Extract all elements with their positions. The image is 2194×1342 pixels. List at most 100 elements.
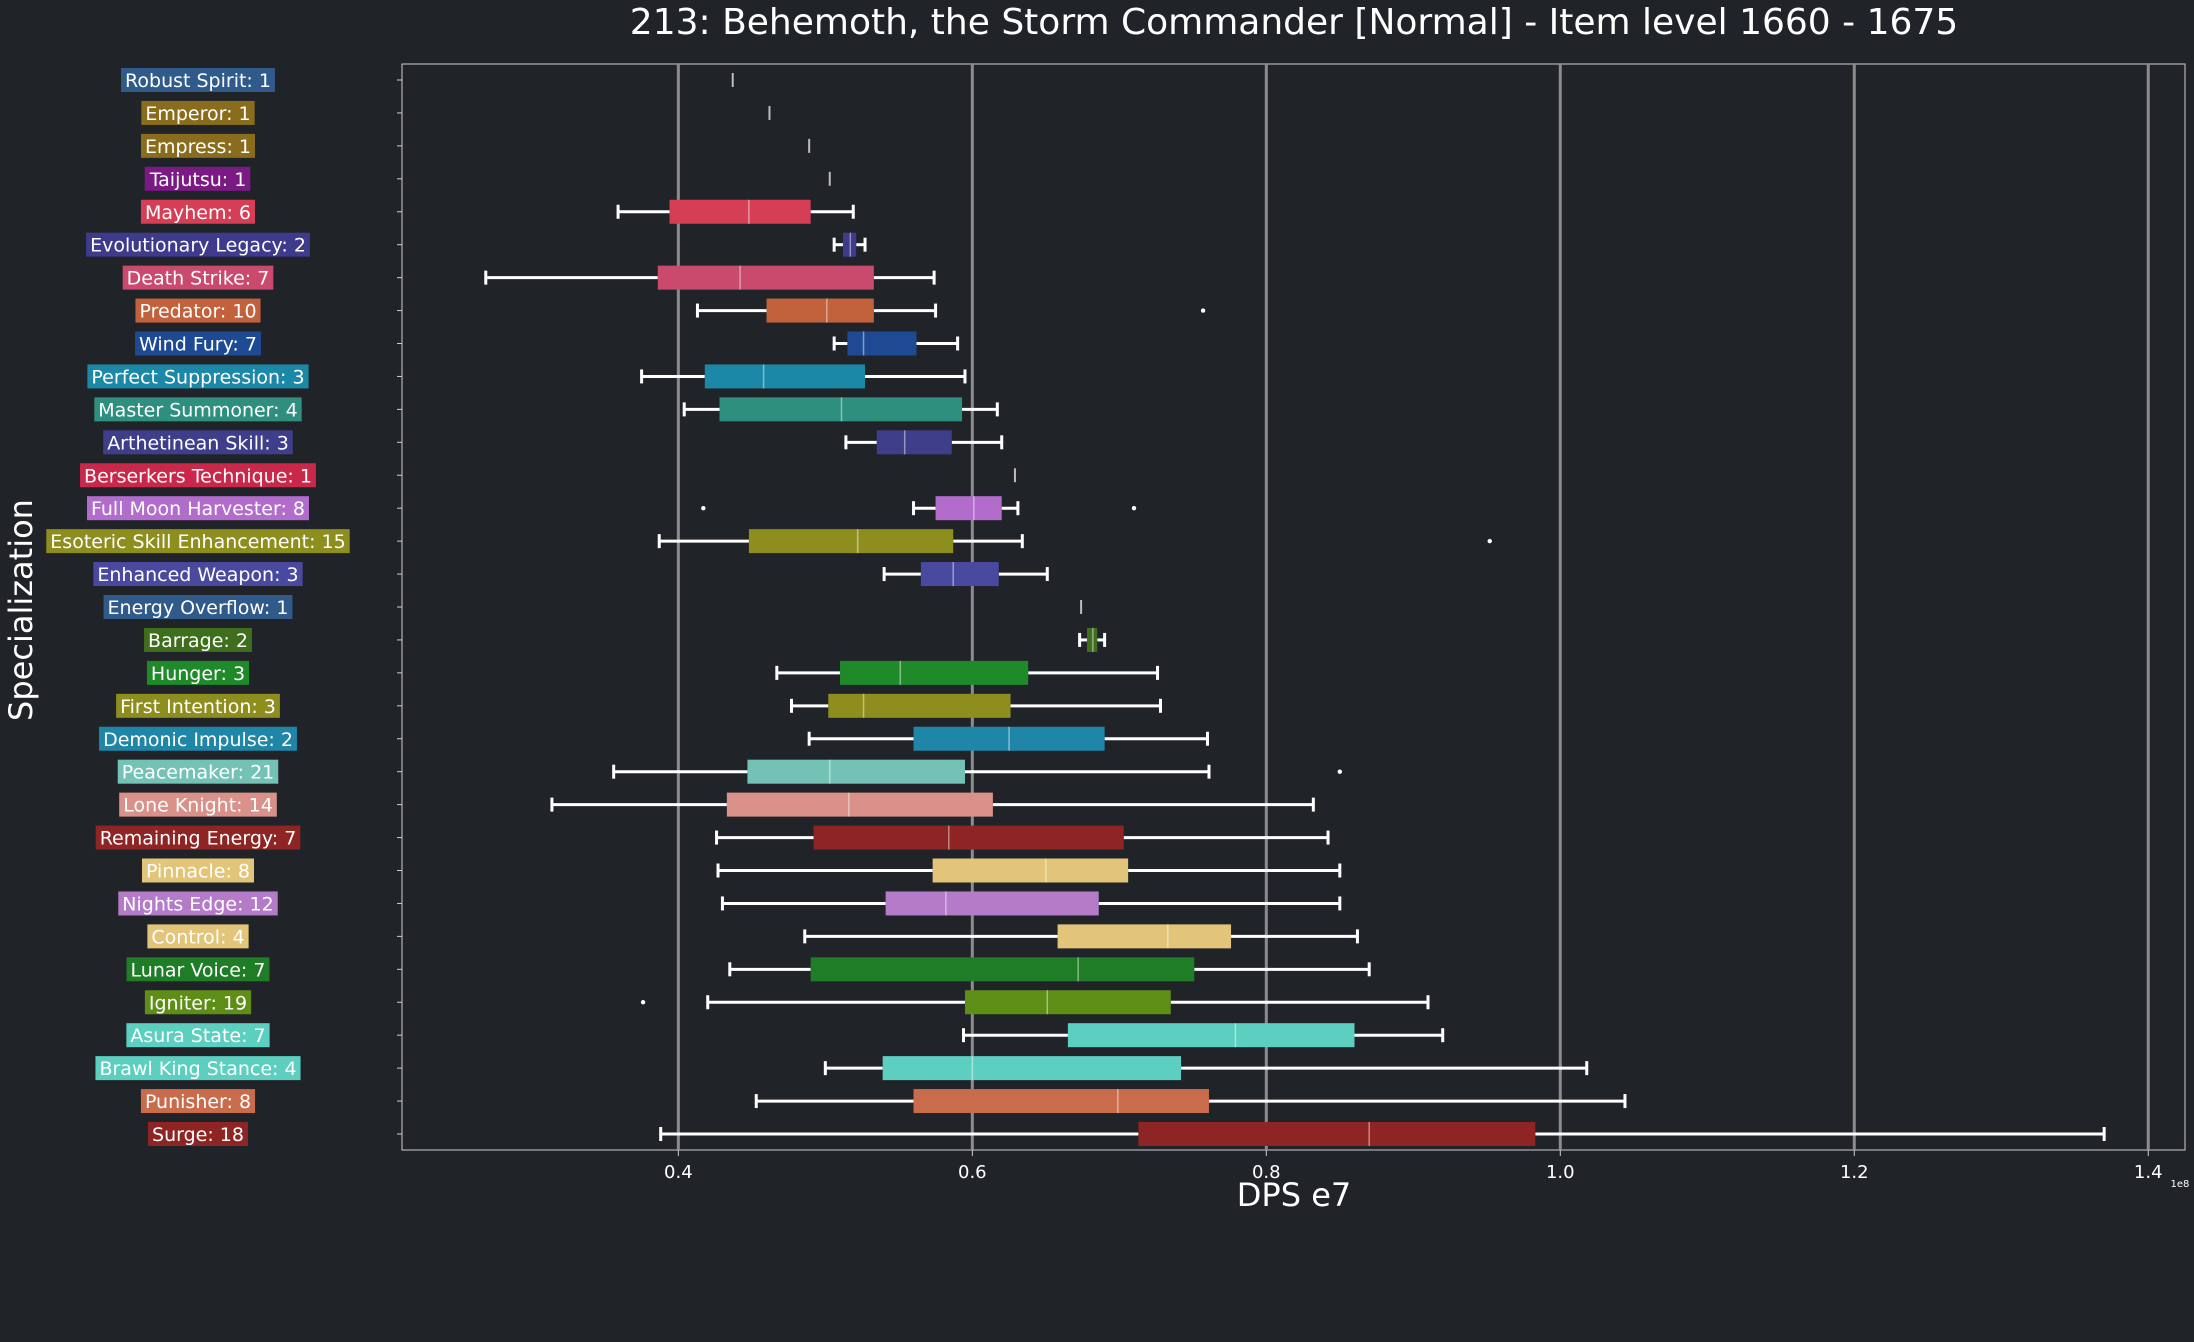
box <box>657 265 874 290</box>
y-tick-label-group: Demonic Impulse: 2 <box>99 726 297 751</box>
y-tick-label-bg <box>117 759 279 784</box>
y-tick-label-bg <box>94 397 302 422</box>
y-tick-label-bg <box>144 166 251 191</box>
y-tick-label: Lunar Voice: 7 <box>131 959 266 981</box>
box-item <box>754 1089 1627 1114</box>
y-tick-label-group: Punisher: 8 <box>140 1089 256 1114</box>
y-tick-label-bg <box>87 364 309 389</box>
box-item <box>1078 627 1107 652</box>
box-item <box>484 265 936 290</box>
y-tick-label-bg <box>140 199 256 224</box>
y-tick-label: Energy Overflow: 1 <box>108 597 289 619</box>
y-tick-label-group: Asura State: 7 <box>126 1023 270 1048</box>
x-tick-label: 0.6 <box>958 1162 987 1183</box>
y-tick-label: Brawl King Stance: 4 <box>99 1058 296 1080</box>
y-tick-label-bg <box>86 232 310 257</box>
y-tick-label: Death Strike: 7 <box>127 268 270 290</box>
y-axis-labels: Robust Spirit: 1 Emperor: 1 Empress: 1 Taij… <box>46 68 402 1146</box>
x-tick-label: 0.4 <box>664 1162 693 1183</box>
y-tick-label-group: Enhanced Weapon: 3 <box>93 562 303 587</box>
y-tick-label: Esoteric Skill Enhancement: 15 <box>50 531 345 553</box>
y-tick-label-bg <box>118 891 278 916</box>
outlier-point <box>1487 538 1492 544</box>
box <box>842 232 857 257</box>
box <box>813 825 1124 850</box>
y-tick-label-group: Surge: 18 <box>148 1122 248 1146</box>
box-item <box>695 298 1206 323</box>
box-item <box>775 660 1160 685</box>
box-item <box>720 891 1342 916</box>
box <box>847 331 917 356</box>
y-tick-label-group: Nights Edge: 12 <box>118 891 278 916</box>
box-item <box>790 693 1162 718</box>
y-tick-label-group: Brawl King Stance: 4 <box>95 1056 301 1081</box>
y-tick-label-group: Control: 4 <box>147 924 249 949</box>
grid-lines <box>676 64 2150 1150</box>
y-tick-label-bg <box>121 68 275 92</box>
y-tick-label-bg <box>135 298 261 323</box>
y-tick-label-group: Emperor: 1 <box>141 100 255 125</box>
box <box>719 397 963 422</box>
box-item <box>962 1023 1445 1048</box>
y-tick-label: Remaining Energy: 7 <box>100 828 297 850</box>
y-tick-label: Barrage: 2 <box>148 630 248 652</box>
box <box>913 1089 1209 1114</box>
box-item <box>807 726 1210 751</box>
y-tick-label: Hunger: 3 <box>151 663 245 685</box>
y-tick-label-group: Remaining Energy: 7 <box>95 825 301 850</box>
outlier-point <box>1131 505 1137 511</box>
y-tick-label-bg <box>144 990 252 1015</box>
box-item <box>612 759 1343 784</box>
y-tick-label: Emperor: 1 <box>145 103 250 125</box>
y-tick-label-group: Energy Overflow: 1 <box>103 595 293 619</box>
y-tick-label: First Intention: 3 <box>120 696 276 718</box>
y-tick-label: Mayhem: 6 <box>145 202 251 224</box>
y-tick-label-group: Arthetinean Skill: 3 <box>103 430 293 455</box>
box <box>828 693 1011 718</box>
y-tick-label: Enhanced Weapon: 3 <box>97 564 298 586</box>
x-tick-label: 1.2 <box>1840 1162 1869 1183</box>
x-tick-label: 1.4 <box>2134 1162 2163 1183</box>
y-tick-label: Peacemaker: 21 <box>122 762 275 784</box>
y-tick-label-group: Hunger: 3 <box>146 660 250 685</box>
y-axis-label: Specialization <box>2 499 40 721</box>
y-tick-label-bg <box>95 1056 301 1081</box>
box-item <box>728 957 1371 982</box>
box <box>810 957 1195 982</box>
y-tick-label-bg <box>116 693 280 718</box>
plot-area <box>401 63 2186 1151</box>
box-item <box>832 232 867 257</box>
y-tick-label-group: Mayhem: 6 <box>140 199 256 224</box>
y-tick-label: Surge: 18 <box>152 1124 244 1146</box>
y-tick-label: Asura State: 7 <box>130 1025 265 1047</box>
y-tick-label-bg <box>99 726 297 751</box>
box-series <box>484 73 2106 1146</box>
y-tick-label-group: Wind Fury: 7 <box>135 331 261 356</box>
y-tick-label: Evolutionary Legacy: 2 <box>90 235 306 257</box>
box <box>1086 627 1098 652</box>
outlier-point <box>701 505 706 511</box>
y-tick-label-group: Esoteric Skill Enhancement: 15 <box>46 529 350 554</box>
y-tick-label-bg <box>147 924 249 949</box>
box <box>704 364 866 389</box>
outlier-point <box>640 1000 646 1005</box>
box <box>726 792 993 817</box>
box-item <box>682 397 999 422</box>
box-item <box>823 1056 1589 1081</box>
box <box>935 496 1002 521</box>
y-tick-label: Robust Spirit: 1 <box>125 70 271 92</box>
y-tick-label-bg <box>148 1122 248 1146</box>
y-tick-label: Pinnacle: 8 <box>146 861 250 883</box>
y-tick-label-group: Robust Spirit: 1 <box>121 68 275 92</box>
box <box>882 1056 1182 1081</box>
y-tick-label: Nights Edge: 12 <box>122 893 273 915</box>
y-tick-label-group: Full Moon Harvester: 8 <box>87 496 309 521</box>
y-tick-label-group: First Intention: 3 <box>116 693 280 718</box>
outlier-point <box>1337 769 1343 774</box>
y-tick-label-bg <box>135 331 261 356</box>
box-item <box>715 825 1330 850</box>
y-tick-label-bg <box>146 660 250 685</box>
y-tick-label: Lone Knight: 14 <box>123 795 273 817</box>
chart-title: 213: Behemoth, the Storm Commander [Norm… <box>630 2 1958 43</box>
